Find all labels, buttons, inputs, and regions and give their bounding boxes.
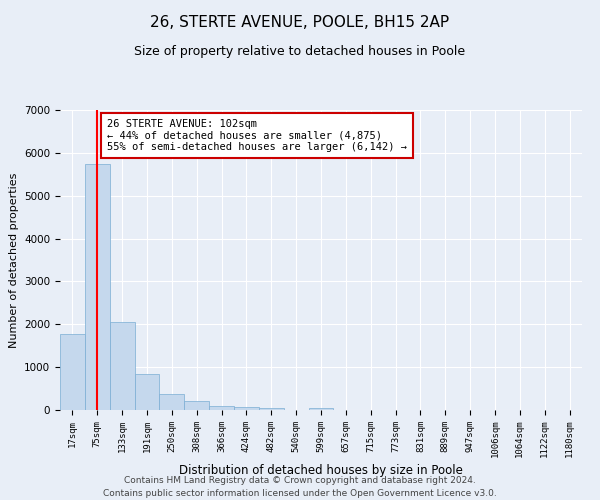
Bar: [160, 394, 184, 410]
Y-axis label: Number of detached properties: Number of detached properties: [8, 172, 19, 348]
Text: 26, STERTE AVENUE, POOLE, BH15 2AP: 26, STERTE AVENUE, POOLE, BH15 2AP: [151, 15, 449, 30]
Bar: [134, 374, 160, 410]
Text: Contains HM Land Registry data © Crown copyright and database right 2024.
Contai: Contains HM Land Registry data © Crown c…: [103, 476, 497, 498]
X-axis label: Distribution of detached houses by size in Poole: Distribution of detached houses by size …: [179, 464, 463, 477]
Bar: [259, 408, 284, 410]
Bar: [184, 400, 209, 410]
Bar: [234, 408, 259, 410]
Bar: [60, 334, 85, 410]
Bar: [209, 406, 234, 410]
Text: 26 STERTE AVENUE: 102sqm
← 44% of detached houses are smaller (4,875)
55% of sem: 26 STERTE AVENUE: 102sqm ← 44% of detach…: [107, 119, 407, 152]
Bar: [110, 322, 134, 410]
Bar: [85, 164, 110, 410]
Text: Size of property relative to detached houses in Poole: Size of property relative to detached ho…: [134, 45, 466, 58]
Bar: [308, 408, 334, 410]
